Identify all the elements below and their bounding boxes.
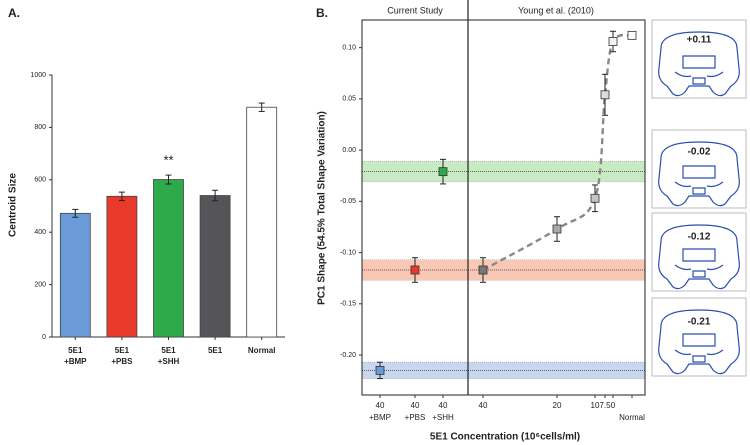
marker (600, 90, 610, 100)
marker (590, 193, 600, 203)
section-title: Young et al. (2010) (518, 5, 594, 15)
section-title: Current Study (387, 5, 443, 15)
y-tick-label: -0.05 (340, 198, 356, 205)
x-tick-label: +PBS (111, 357, 133, 366)
x-tick-label: 5E1 (161, 346, 176, 355)
x-tick-label: Normal (619, 413, 645, 422)
y-axis-label: PC1 Shape (54.5% Total Shape Variation) (317, 111, 328, 305)
outline-panel: +0.11 -0.02 -0.12 -0.21 (651, 19, 747, 377)
x-tick-label: +SHH (158, 357, 180, 366)
y-tick-label: -0.15 (340, 301, 356, 308)
x-tick-label: +PBS (405, 413, 426, 422)
y-tick-label: 1000 (30, 72, 46, 79)
y-tick-label: 800 (34, 124, 46, 131)
x-tick-label: 10 (591, 401, 600, 410)
error-bar (72, 208, 79, 218)
error-bar (212, 189, 219, 202)
y-tick-label: 0.05 (342, 96, 356, 103)
outline-label: -0.21 (688, 317, 711, 328)
x-tick-label: 40 (479, 401, 488, 410)
outline-box (651, 19, 747, 99)
plot-frame (361, 19, 646, 396)
x-tick-label: 7.5 (599, 401, 611, 410)
outline-box (651, 129, 747, 209)
marker (478, 265, 488, 275)
x-tick-label: 20 (553, 401, 562, 410)
x-tick-label: +SHH (432, 413, 454, 422)
y-tick-label: 0.10 (342, 45, 356, 52)
panel-label: A. (8, 6, 20, 20)
y-tick-label: -0.10 (340, 249, 356, 256)
y-tick-label: 0 (42, 334, 46, 341)
error-bar (258, 102, 265, 112)
bar (199, 195, 231, 338)
marker (627, 30, 637, 40)
marker (552, 224, 562, 234)
x-axis-label: 5E1 Concentration (10⁶cells/ml) (430, 432, 580, 443)
panel-label: B. (316, 6, 328, 20)
x-tick-label: 40 (376, 401, 385, 410)
bar (246, 106, 278, 338)
y-tick-label: 200 (34, 281, 46, 288)
x-tick-label: 5E1 (115, 346, 130, 355)
x-tick-label: Normal (248, 346, 276, 355)
y-tick-label: 0.00 (342, 147, 356, 154)
annotation: ** (163, 153, 173, 168)
y-axis-label: Centroid Size (8, 173, 19, 237)
bar (153, 179, 184, 338)
bar (106, 195, 138, 338)
outline-box (651, 212, 747, 292)
x-tick-label: 40 (439, 401, 448, 410)
marker (375, 366, 385, 375)
x-tick-label: 5E1 (68, 346, 83, 355)
outline-label: +0.11 (687, 35, 712, 46)
x-tick-label: +BMP (64, 357, 87, 366)
bar (59, 212, 91, 338)
y-tick-label: 400 (34, 229, 46, 236)
error-bar (165, 174, 172, 185)
error-bar (118, 191, 125, 201)
x-tick-label: +BMP (369, 413, 391, 422)
y-tick-label: -0.20 (340, 352, 356, 359)
outline-label: -0.12 (688, 232, 711, 243)
outline-box (651, 297, 747, 377)
outline-label: -0.02 (688, 147, 711, 158)
x-tick-label: 40 (411, 401, 420, 410)
y-tick-label: 600 (34, 177, 46, 184)
marker (608, 37, 618, 46)
x-tick-label: 5E1 (208, 346, 223, 355)
x-tick-label: 0 (611, 401, 616, 410)
marker (438, 167, 448, 177)
marker (410, 265, 420, 275)
